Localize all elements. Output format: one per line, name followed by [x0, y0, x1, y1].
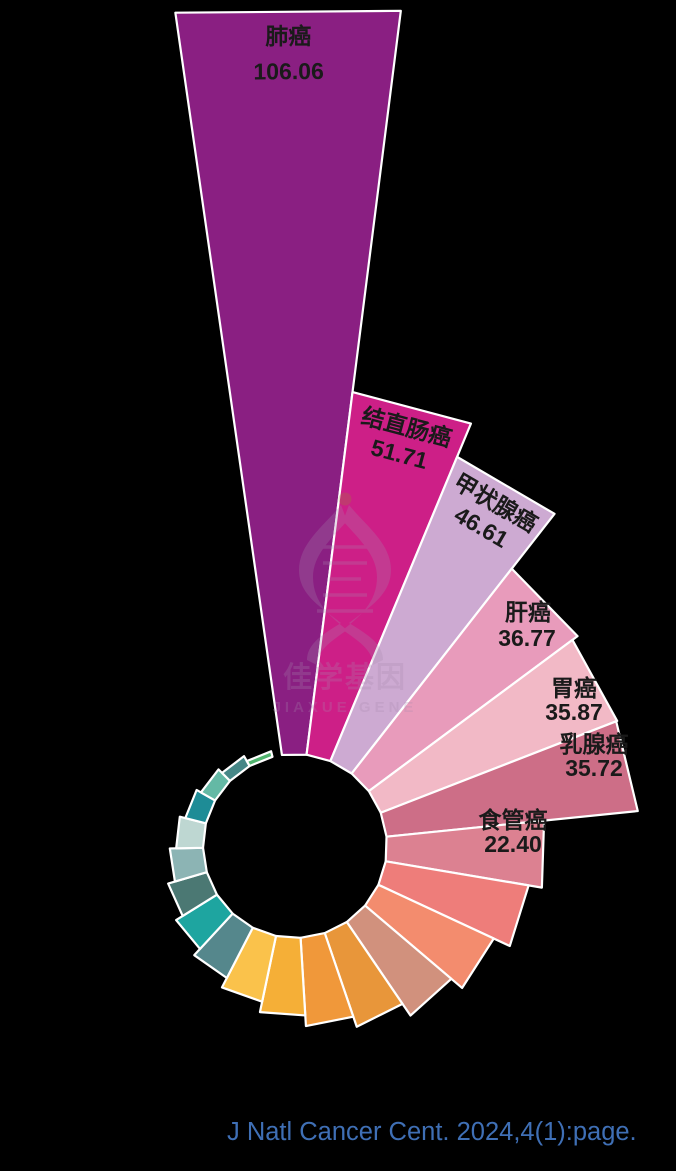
svg-text:乳腺癌: 乳腺癌 — [560, 731, 629, 757]
svg-text:106.06: 106.06 — [253, 58, 324, 85]
svg-text:J Natl Cancer Cent. 2024,4(1):: J Natl Cancer Cent. 2024,4(1):page. — [227, 1118, 637, 1146]
svg-text:佳学基因: 佳学基因 — [283, 660, 407, 694]
svg-text:JIAXUE GENE: JIAXUE GENE — [273, 699, 418, 716]
svg-text:35.72: 35.72 — [565, 755, 623, 781]
svg-text:食管癌: 食管癌 — [479, 807, 548, 833]
svg-text:肺癌: 肺癌 — [265, 23, 311, 49]
svg-text:36.77: 36.77 — [498, 625, 556, 651]
svg-text:22.40: 22.40 — [484, 831, 542, 857]
svg-text:肝癌: 肝癌 — [505, 599, 551, 625]
svg-text:胃癌: 胃癌 — [551, 675, 597, 701]
svg-text:35.87: 35.87 — [545, 699, 603, 725]
